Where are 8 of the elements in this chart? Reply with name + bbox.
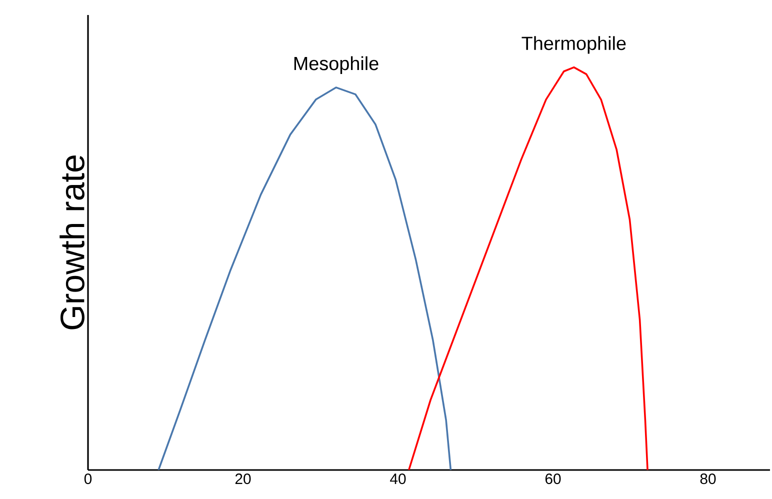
y-axis-title: Growth rate — [60, 156, 84, 330]
x-tick-label: 40 — [390, 474, 406, 484]
x-tick-label: 60 — [545, 474, 561, 484]
series-label: Mesophile — [294, 56, 378, 74]
series-label: Thermophile — [522, 36, 626, 54]
x-tick-label: 80 — [700, 474, 716, 484]
x-tick-label: 0 — [84, 474, 92, 484]
x-tick-label: 20 — [235, 474, 251, 484]
